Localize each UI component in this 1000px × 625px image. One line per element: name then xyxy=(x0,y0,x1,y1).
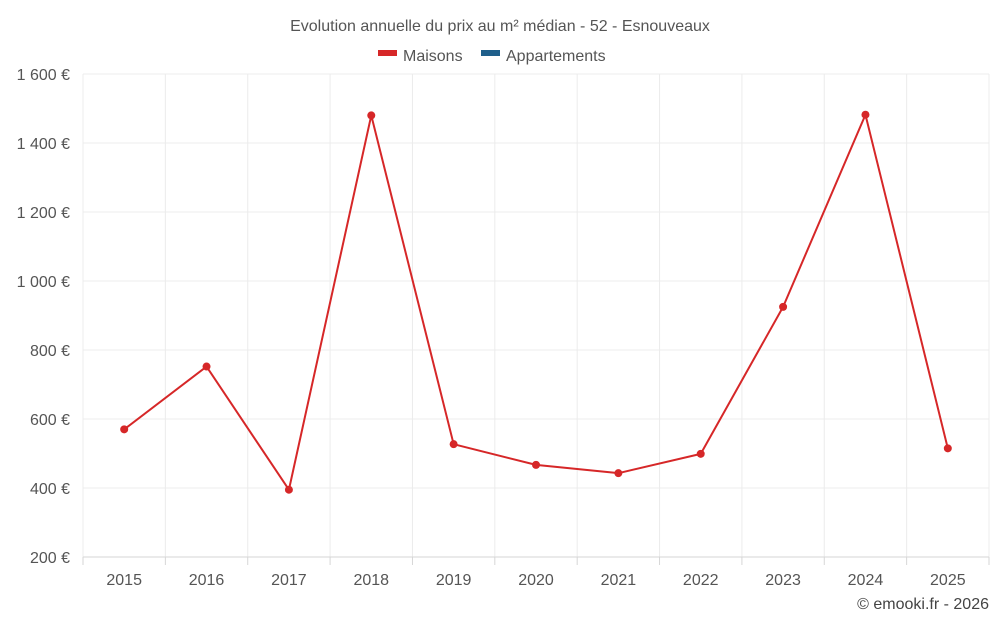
data-point-maisons[interactable] xyxy=(779,302,788,311)
legend-swatch-appartements[interactable] xyxy=(481,50,500,56)
y-axis: 200 € 400 € 600 € 800 € 1 000 € 1 200 € 1 400 … xyxy=(17,67,70,567)
x-tick-label: 2017 xyxy=(271,572,307,589)
data-point-maisons[interactable] xyxy=(696,449,705,458)
credit-text: © emooki.fr - 2026 xyxy=(857,596,989,613)
y-tick-label: 400 € xyxy=(30,481,70,498)
x-tick-label: 2015 xyxy=(106,572,142,589)
x-tick-label: 2022 xyxy=(683,572,719,589)
y-tick-label: 1 000 € xyxy=(17,274,70,291)
legend-label-appartements[interactable]: Appartements xyxy=(506,48,606,65)
data-point-maisons[interactable] xyxy=(532,460,540,469)
legend: Maisons Appartements xyxy=(378,48,606,65)
y-tick-label: 1 200 € xyxy=(17,205,70,222)
y-tick-label: 1 600 € xyxy=(17,67,70,84)
data-point-maisons[interactable] xyxy=(449,440,458,449)
x-tick-label: 2024 xyxy=(848,572,884,589)
x-tick-label: 2020 xyxy=(518,572,554,589)
x-tick-label: 2023 xyxy=(765,572,801,589)
y-tick-label: 1 400 € xyxy=(17,136,70,153)
x-tick-label: 2019 xyxy=(436,572,472,589)
x-tick-label: 2018 xyxy=(353,572,389,589)
y-tick-label: 600 € xyxy=(30,412,70,429)
series-maisons xyxy=(120,110,952,494)
data-point-maisons[interactable] xyxy=(861,110,870,119)
x-tick-label: 2016 xyxy=(189,572,225,589)
chart-title: Evolution annuelle du prix au m² médian … xyxy=(290,18,710,35)
data-point-maisons[interactable] xyxy=(202,362,211,371)
legend-label-maisons[interactable]: Maisons xyxy=(403,48,463,65)
legend-swatch-maisons[interactable] xyxy=(378,50,397,56)
data-point-maisons[interactable] xyxy=(120,425,129,434)
data-point-maisons[interactable] xyxy=(943,444,952,453)
data-point-maisons[interactable] xyxy=(614,469,623,478)
data-point-maisons[interactable] xyxy=(367,111,376,120)
x-tick-label: 2025 xyxy=(930,572,966,589)
y-tick-label: 800 € xyxy=(30,343,70,360)
x-axis: 2015 2016 2017 2018 2019 2020 2021 2022 2023 2024… xyxy=(82,556,990,589)
data-point-maisons[interactable] xyxy=(284,485,293,494)
x-tick-label: 2021 xyxy=(601,572,637,589)
y-tick-label: 200 € xyxy=(30,550,70,567)
gridlines xyxy=(82,73,990,557)
